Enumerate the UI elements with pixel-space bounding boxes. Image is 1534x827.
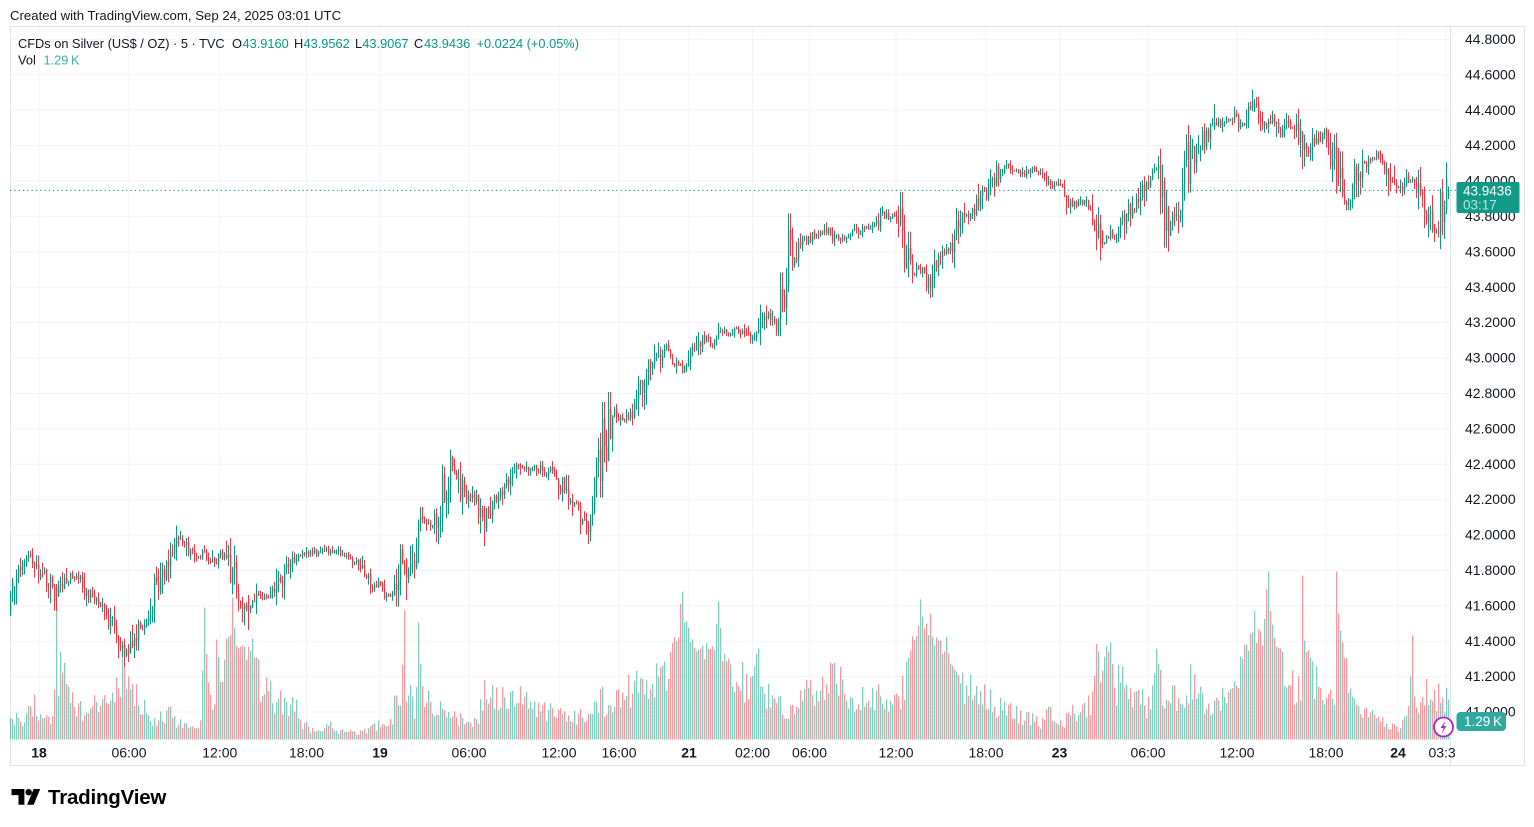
svg-text:CFDs on Silver (US$ / OZ) · 5: CFDs on Silver (US$ / OZ) · 5 · TVC	[18, 36, 225, 51]
svg-text:18:00: 18:00	[968, 745, 1003, 761]
svg-text:44.2000: 44.2000	[1465, 137, 1516, 153]
svg-text:44.6000: 44.6000	[1465, 66, 1516, 82]
svg-text:TradingView: TradingView	[48, 786, 166, 809]
svg-text:18: 18	[31, 745, 47, 761]
svg-text:16:00: 16:00	[601, 745, 636, 761]
svg-text:43.9562: 43.9562	[304, 36, 350, 51]
svg-text:43.9436: 43.9436	[424, 36, 470, 51]
svg-text:42.8000: 42.8000	[1465, 385, 1516, 401]
svg-text:43.9436: 43.9436	[1463, 184, 1512, 199]
svg-text:Created with TradingView.com,: Created with TradingView.com, Sep 24, 20…	[10, 8, 342, 23]
svg-text:+0.0224 (+0.05%): +0.0224 (+0.05%)	[477, 36, 579, 51]
svg-text:L: L	[355, 36, 362, 51]
svg-text:06:00: 06:00	[111, 745, 146, 761]
svg-text:1.29 K: 1.29 K	[1464, 714, 1502, 729]
svg-text:42.6000: 42.6000	[1465, 420, 1516, 436]
svg-text:41.6000: 41.6000	[1465, 597, 1516, 613]
svg-text:42.0000: 42.0000	[1465, 527, 1516, 543]
svg-text:06:00: 06:00	[451, 745, 486, 761]
svg-text:44.4000: 44.4000	[1465, 102, 1516, 118]
svg-text:03:17: 03:17	[1463, 198, 1497, 213]
svg-text:18:00: 18:00	[1308, 745, 1343, 761]
svg-text:41.2000: 41.2000	[1465, 668, 1516, 684]
svg-text:43.9160: 43.9160	[243, 36, 289, 51]
svg-text:06:00: 06:00	[1130, 745, 1165, 761]
svg-text:O: O	[232, 36, 242, 51]
svg-text:06:00: 06:00	[792, 745, 827, 761]
svg-text:12:00: 12:00	[878, 745, 913, 761]
svg-text:43.4000: 43.4000	[1465, 279, 1516, 295]
svg-text:41.4000: 41.4000	[1465, 633, 1516, 649]
svg-text:23: 23	[1052, 745, 1068, 761]
svg-text:43.9067: 43.9067	[362, 36, 408, 51]
svg-text:1.29 K: 1.29 K	[44, 53, 80, 68]
svg-text:42.2000: 42.2000	[1465, 491, 1516, 507]
svg-text:12:00: 12:00	[202, 745, 237, 761]
svg-text:Vol: Vol	[18, 53, 36, 68]
svg-text:41.8000: 41.8000	[1465, 562, 1516, 578]
svg-text:21: 21	[681, 745, 697, 761]
svg-text:18:00: 18:00	[289, 745, 324, 761]
svg-text:H: H	[294, 36, 303, 51]
svg-text:43.0000: 43.0000	[1465, 350, 1516, 366]
svg-text:19: 19	[372, 745, 388, 761]
svg-text:44.8000: 44.8000	[1465, 31, 1516, 47]
svg-text:02:00: 02:00	[735, 745, 770, 761]
svg-text:43.6000: 43.6000	[1465, 243, 1516, 259]
svg-text:12:00: 12:00	[541, 745, 576, 761]
svg-text:12:00: 12:00	[1219, 745, 1254, 761]
svg-text:42.4000: 42.4000	[1465, 456, 1516, 472]
svg-text:24: 24	[1390, 745, 1406, 761]
svg-text:C: C	[414, 36, 423, 51]
svg-text:43.2000: 43.2000	[1465, 314, 1516, 330]
svg-text:03:30: 03:30	[1428, 745, 1463, 761]
